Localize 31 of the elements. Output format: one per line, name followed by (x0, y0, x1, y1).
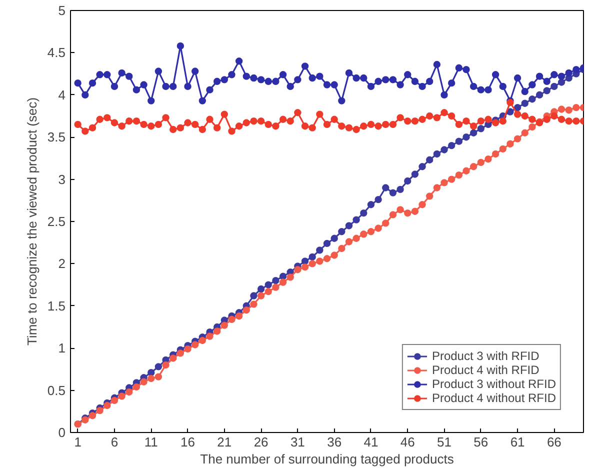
x-tick-label: 16 (180, 434, 195, 450)
legend-label: Product 3 without RFID (432, 377, 556, 391)
x-tick-label: 46 (400, 434, 415, 450)
y-tick-label: 3.5 (47, 130, 66, 145)
legend-label: Product 4 without RFID (432, 391, 556, 405)
x-tick-label: 1 (74, 434, 82, 450)
x-tick-label: 26 (254, 434, 268, 450)
x-tick-label: 41 (364, 434, 378, 450)
y-tick-label: 0.5 (47, 382, 66, 398)
x-axis-title: The number of surrounding tagged products (200, 452, 454, 466)
x-tick-label: 51 (437, 434, 452, 450)
y-axis-title: Time to recognize the viewed product (sec) (24, 97, 40, 346)
legend-label: Product 4 with RFID (432, 363, 540, 377)
x-tick-label: 6 (110, 434, 118, 450)
x-tick-label: 66 (546, 434, 562, 450)
legend-label: Product 3 with RFID (432, 349, 540, 363)
y-tick-label: 2 (58, 256, 66, 272)
y-tick-label: 5 (58, 3, 66, 18)
x-tick-label: 36 (327, 434, 342, 450)
x-tick-label: 61 (510, 434, 525, 450)
y-tick-label: 4.5 (47, 45, 66, 60)
y-tick-label: 4 (58, 87, 66, 102)
x-tick-label: 56 (474, 434, 488, 450)
y-tick-label: 1.5 (47, 298, 66, 314)
y-tick-label: 0 (58, 425, 66, 440)
y-tick-label: 2.5 (47, 214, 66, 229)
x-tick-label: 31 (290, 434, 305, 450)
y-tick-label: 3 (58, 172, 66, 187)
y-tick-label: 1 (58, 340, 66, 356)
x-tick-label: 21 (217, 434, 232, 450)
x-tick-label: 11 (144, 434, 158, 450)
